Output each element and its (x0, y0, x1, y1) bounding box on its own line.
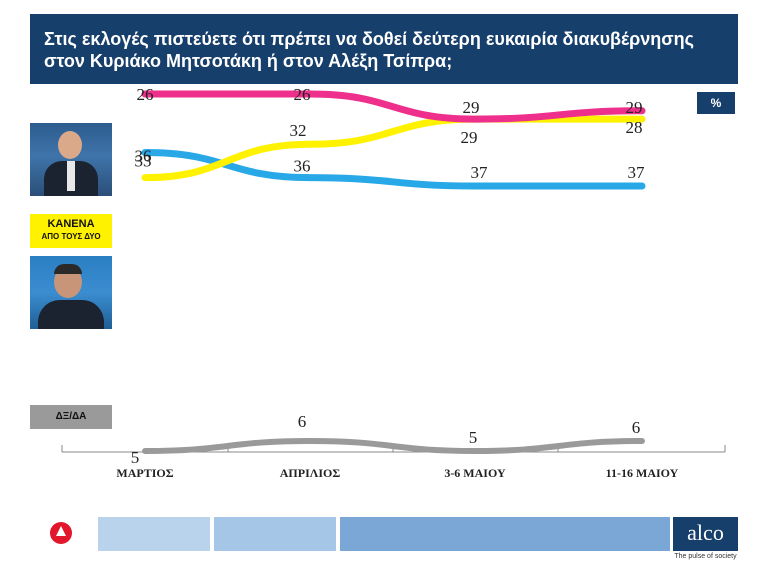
legend-dxda: ΔΞ/ΔΑ (30, 405, 112, 429)
legend-kanena-line2: ΑΠΟ ΤΟΥΣ ΔΥΟ (41, 232, 101, 241)
data-label-mitsotakis: 36 (294, 157, 311, 176)
data-label-tsipras: 29 (461, 128, 478, 147)
title-line-2: στον Κυριάκο Μητσοτάκη ή στον Αλέξη Τσίπ… (44, 51, 453, 71)
data-label-kanena: 29 (463, 98, 480, 117)
unit-badge: % (697, 92, 735, 114)
footer-band-3 (340, 517, 670, 551)
data-label-dxda: 6 (298, 412, 307, 431)
category-label: ΑΠΡΙΛΙΟΣ (280, 466, 341, 480)
alpha-logo-icon (50, 522, 72, 544)
data-label-dxda: 6 (632, 418, 641, 437)
footer-band-1 (98, 517, 210, 551)
alpha-logo (30, 517, 94, 551)
title-line-1: Στις εκλογές πιστεύετε ότι πρέπει να δοθ… (44, 29, 694, 49)
mitsotakis-photo (30, 123, 112, 196)
data-label-tsipras: 28 (626, 118, 643, 137)
alco-logo: alco (673, 517, 738, 551)
data-label-kanena: 32 (290, 121, 307, 140)
alco-tagline: The pulse of society (674, 553, 737, 560)
series-line-kanena (141, 115, 646, 182)
data-label-mitsotakis: 37 (471, 163, 489, 182)
data-label-kanena: 29 (626, 98, 643, 117)
data-label-tsipras: 26 (137, 85, 154, 104)
footer-band-2 (214, 517, 336, 551)
data-label-dxda: 5 (131, 448, 140, 467)
category-label: ΜΑΡΤΙΟΣ (116, 466, 173, 480)
series-line-dxda (142, 437, 645, 455)
data-label-tsipras: 26 (294, 85, 311, 104)
legend-kanena: ΚΑΝΕΝΑ ΑΠΟ ΤΟΥΣ ΔΥΟ (30, 214, 112, 248)
chart-title: Στις εκλογές πιστεύετε ότι πρέπει να δοθ… (30, 14, 738, 84)
series-line-tsipras (141, 90, 646, 123)
data-label-mitsotakis: 33 (135, 152, 152, 171)
category-label: 11-16 ΜΑΙΟΥ (606, 466, 679, 480)
data-label-dxda: 5 (469, 428, 478, 447)
category-label: 3-6 ΜΑΙΟΥ (444, 466, 506, 480)
data-label-kanena: 36 (135, 147, 152, 166)
tsipras-photo (30, 256, 112, 329)
legend-kanena-line1: ΚΑΝΕΝΑ (47, 218, 95, 230)
data-label-mitsotakis: 37 (628, 163, 646, 182)
series-line-mitsotakis (141, 149, 646, 190)
